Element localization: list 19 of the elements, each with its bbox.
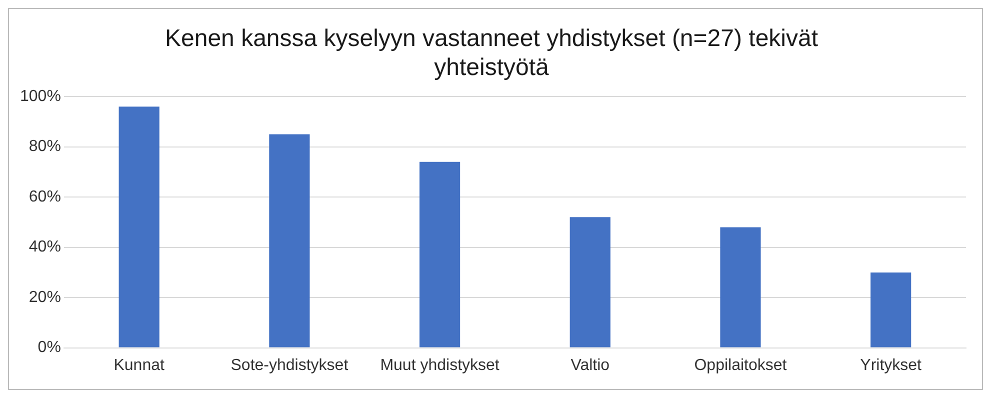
y-tick-label: 20%: [28, 288, 61, 306]
bar: [118, 106, 160, 348]
bar: [419, 162, 460, 348]
y-tick-label: 40%: [28, 238, 61, 256]
bar: [720, 227, 761, 348]
bar: [269, 134, 310, 348]
x-tick-label: Sote-yhdistykset: [230, 356, 349, 374]
chart-title: Kenen kanssa kyselyyn vastanneet yhdistykset (n=27) tekivät yhteistyötä: [164, 25, 818, 81]
y-tick-label: 100%: [20, 88, 61, 106]
y-tick-label: 60%: [28, 188, 61, 206]
bar: [870, 272, 912, 348]
y-tick-label: 80%: [28, 138, 61, 156]
x-tick-label: Valtio: [570, 356, 610, 374]
x-tick-label: Kunnat: [114, 356, 165, 374]
x-tick-label: Oppilaitokset: [694, 356, 788, 374]
x-tick-label: Muut yhdistykset: [380, 356, 500, 374]
x-tick-label: Yritykset: [860, 356, 922, 374]
y-tick-label: 0%: [38, 339, 61, 356]
bar: [570, 217, 610, 348]
